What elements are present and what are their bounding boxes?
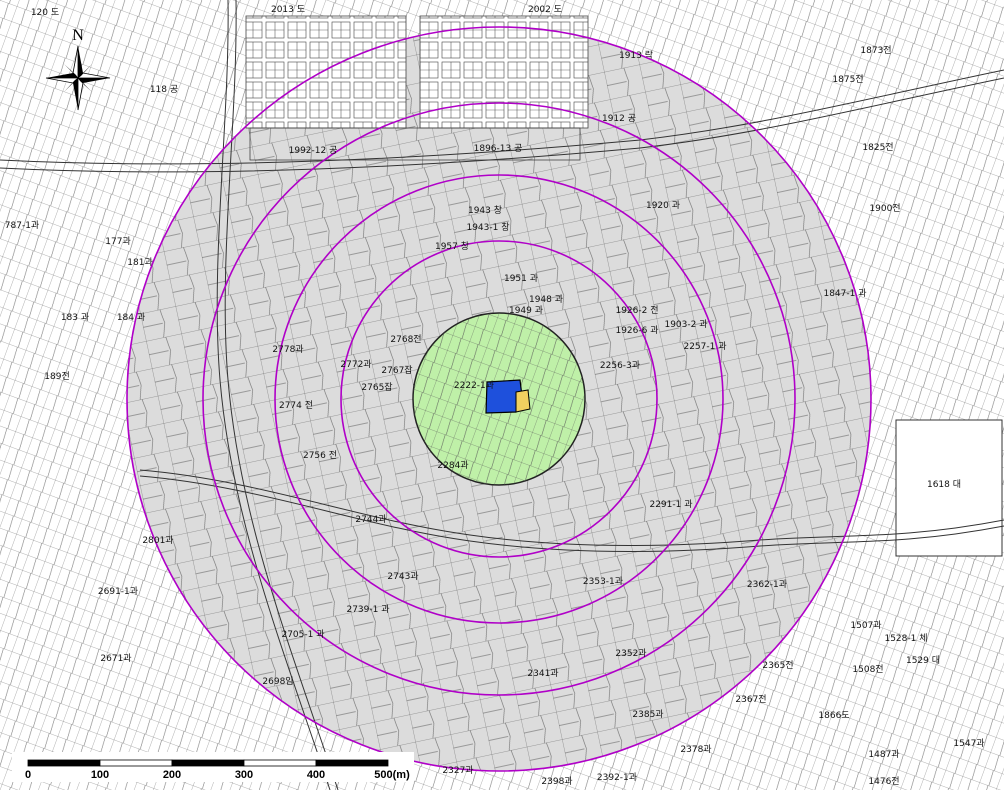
parcel-label: 2365전 [762, 660, 793, 671]
parcel-labels: 120 도 2013 도 2002 도 1913 락 1912 공 1992-12 공 18… [5, 5, 985, 787]
parcel-label: 1903-2 과 [664, 319, 707, 330]
parcel-label: 2743과 [387, 571, 418, 582]
ring-500m [126, 26, 872, 772]
parcel-label: 1487과 [868, 749, 899, 760]
scale-tick-300: 300 [235, 769, 253, 781]
parcel-label: 1926-2 전 [615, 305, 658, 316]
parcel-label: 177과 [105, 236, 130, 247]
parcel-label: 1507과 [850, 620, 881, 631]
parcel-label: 2698임 [262, 675, 293, 687]
parcel-label: 1875전 [832, 74, 863, 85]
parcel-label: 189전 [44, 371, 69, 382]
parcel-label: 2768전 [390, 334, 421, 345]
parcel-label: 2739-1 과 [346, 604, 389, 615]
parcel-label: 2801과 [142, 535, 173, 546]
parcel-label: 1508전 [852, 664, 883, 675]
parcel-label: 2744과 [355, 514, 386, 525]
parcel-label: 2778과 [272, 344, 303, 355]
north-letter: N [72, 27, 84, 44]
scale-bar: 0 100 200 300 400 500(m) [12, 752, 414, 782]
parcel-label: 1913 락 [619, 49, 653, 61]
parcel-label: 1873전 [860, 45, 891, 56]
parcel-label: 120 도 [31, 8, 59, 18]
scale-tick-500: 500(m) [374, 769, 410, 781]
ring-300m [202, 102, 796, 696]
parcel-label: 2385과 [632, 709, 663, 720]
parcel-label: 2222-1과 [454, 380, 494, 391]
parcel-label: 2398과 [541, 776, 572, 787]
parcel-label: 1618 대 [927, 479, 961, 490]
parcel-label: 1847-1 과 [823, 288, 866, 299]
parcel-label: 1926-6 과 [615, 325, 658, 336]
parcel-label: 2367전 [735, 694, 766, 705]
parcel-label: 2362-1과 [747, 579, 787, 590]
parcel-label: 2352과 [615, 648, 646, 659]
buffer-rings [126, 26, 872, 772]
parcel-label: 1866도 [818, 711, 849, 721]
parcel-label: 1943-1 창 [466, 222, 509, 233]
parcel-label: 1948 과 [529, 294, 563, 305]
parcel-label: 1992-12 공 [289, 145, 338, 156]
scale-tick-400: 400 [307, 769, 325, 781]
scale-tick-200: 200 [163, 769, 181, 781]
parcel-label: 2327과 [442, 765, 473, 776]
parcel-label: 2256-3과 [600, 360, 640, 371]
parcel-label: 1825전 [862, 142, 893, 153]
parcel-label: 2013 도 [271, 5, 305, 15]
parcel-label: 1949 과 [509, 305, 543, 316]
residential-blocks [245, 15, 1003, 557]
parcel-label: 2691-1과 [98, 586, 138, 597]
parcel-label: 1547과 [953, 738, 984, 749]
parcel-label: 183 과 [61, 312, 89, 323]
parcel-label: 2772과 [340, 359, 371, 370]
scale-tick-0: 0 [25, 769, 31, 781]
parcel-label: 1912 공 [602, 113, 636, 124]
parcel-label: 1476전 [868, 776, 899, 787]
north-arrow: N [45, 27, 111, 111]
parcel-label: 1896-13 공 [474, 143, 523, 154]
parcel-label: 2671과 [100, 653, 131, 664]
parcel-label: 1529 대 [906, 655, 940, 666]
parcel-label: 787-1과 [5, 220, 39, 231]
ring-200m [274, 174, 724, 624]
parcel-label: 1920 과 [646, 200, 680, 211]
parcel-label: 1957 창 [435, 241, 469, 252]
parcel-label: 184 과 [117, 312, 145, 323]
parcel-label: 2767잡 [381, 364, 412, 376]
parcel-label: 2392-1과 [597, 772, 637, 783]
parcel-label: 1943 창 [468, 205, 502, 216]
parcel-label: 1951 과 [504, 273, 538, 284]
subject-site [485, 379, 531, 414]
parcel-label: 181과 [127, 257, 152, 268]
parcel-label: 2284과 [437, 460, 468, 471]
parcel-label: 2765잡 [361, 381, 392, 393]
parcel-label: 118 공 [150, 84, 178, 95]
ring-100m [340, 240, 658, 558]
parcel-label: 1528-1 체 [884, 633, 927, 644]
parcel-1618 [895, 419, 1003, 557]
parcel-label: 1900전 [869, 203, 900, 214]
parcel-label: 2705-1 과 [281, 629, 324, 640]
parcel-label: 2756 전 [303, 450, 337, 461]
parcel-label: 2774 전 [279, 400, 313, 411]
parcel-label: 2002 도 [528, 5, 562, 15]
parcel-label: 2353-1과 [583, 576, 623, 587]
scale-tick-100: 100 [91, 769, 109, 781]
parcel-label: 2378과 [680, 744, 711, 755]
parcel-label: 2291-1 과 [649, 499, 692, 510]
parcel-label: 2341과 [527, 668, 558, 679]
parcel-label: 2257-1 과 [683, 341, 726, 352]
